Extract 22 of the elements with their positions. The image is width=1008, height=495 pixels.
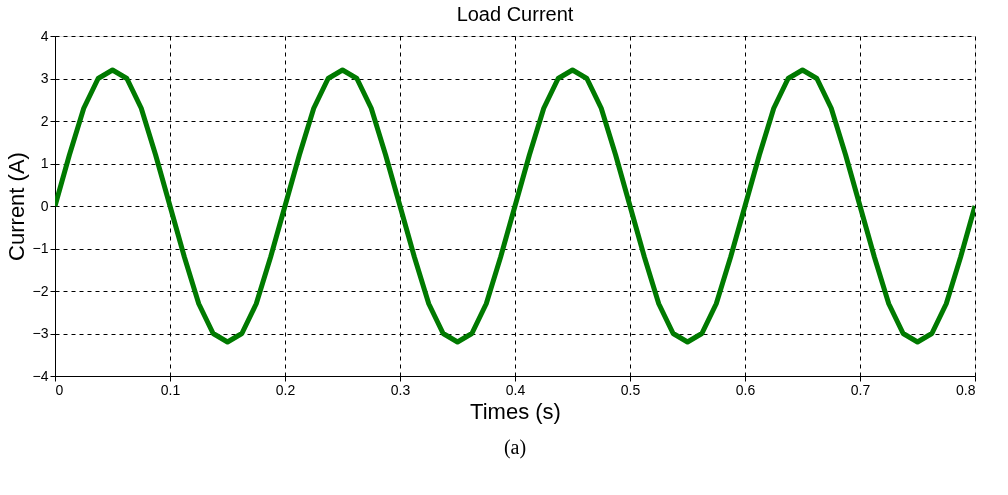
x-tick-label: 0.8	[956, 381, 976, 398]
x-tick-label: 0.4	[505, 381, 526, 398]
x-tick-label: 0.1	[160, 381, 181, 398]
x-tick-label: 0.7	[850, 381, 871, 398]
x-tick-label: 0	[55, 381, 64, 398]
x-tick-label: 0.3	[390, 381, 411, 398]
y-tick-label: −4	[32, 367, 49, 384]
y-tick-label: 3	[40, 70, 49, 86]
y-tick-label: 4	[40, 27, 49, 44]
y-tick-label: 0	[40, 197, 49, 214]
y-axis-title: Current (A)	[3, 152, 29, 261]
x-tick-label: 0.2	[275, 381, 296, 398]
chart-title: Load Current	[456, 3, 574, 25]
y-tick-label: −3	[32, 325, 49, 341]
y-tick-label: −2	[32, 282, 49, 299]
text: (a)	[503, 436, 527, 459]
x-tick-label: 0.6	[735, 381, 756, 398]
y-tick-label: −1	[32, 240, 49, 256]
y-tick-label: 2	[40, 112, 49, 129]
x-axis-title: Times (s)	[470, 398, 561, 424]
y-tick-label: 1	[40, 155, 49, 171]
x-tick-label: 0.5	[620, 381, 641, 398]
